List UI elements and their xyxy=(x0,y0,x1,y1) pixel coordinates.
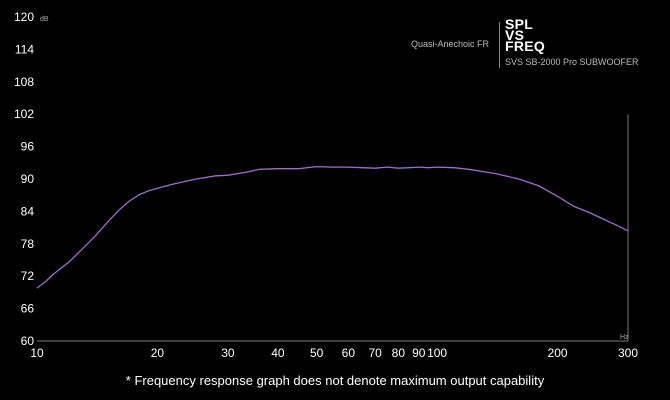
y-tick-label: 90 xyxy=(21,172,35,186)
y-tick-label: 114 xyxy=(15,42,34,56)
y-tick-label: 96 xyxy=(21,140,35,154)
y-axis-unit: dB xyxy=(40,16,49,23)
x-tick-label: 10 xyxy=(30,346,44,360)
y-tick-label: 78 xyxy=(21,237,35,251)
chart-subtitle: SVS SB-2000 Pro SUBWOOFER xyxy=(505,57,639,67)
title-divider xyxy=(499,22,500,68)
chart-title: SPL VS FREQ xyxy=(505,16,546,54)
y-tick-label: 84 xyxy=(21,204,35,218)
x-axis-ticks: 10 20 30 40 50 60 70 80 90 100 200 300 xyxy=(30,346,638,360)
frequency-response-line xyxy=(36,165,629,289)
x-tick-label: 50 xyxy=(310,346,324,360)
x-tick-label: 30 xyxy=(221,346,235,360)
x-tick-label: 60 xyxy=(342,346,356,360)
y-tick-label: 120 xyxy=(14,10,34,24)
x-axis-unit: Hz xyxy=(620,334,629,341)
title-line-vs: VS xyxy=(505,27,525,43)
y-tick-label: 102 xyxy=(14,107,34,121)
footnote: * Frequency response graph does not deno… xyxy=(125,373,545,388)
title-line-freq: FREQ xyxy=(505,38,546,54)
y-axis-ticks: 60 66 72 78 84 90 96 102 108 114 120 xyxy=(14,10,34,348)
title-line-spl: SPL xyxy=(505,16,534,32)
x-tick-label: 300 xyxy=(618,346,638,360)
measurement-annotation: Quasi-Anechoic FR xyxy=(411,39,490,49)
y-tick-label: 72 xyxy=(21,269,35,283)
x-tick-label: 90 xyxy=(412,346,426,360)
x-tick-label: 200 xyxy=(548,346,568,360)
y-tick-label: 60 xyxy=(21,334,35,348)
x-tick-label: 40 xyxy=(271,346,285,360)
y-tick-label: 108 xyxy=(14,75,34,89)
y-tick-label: 66 xyxy=(21,302,35,316)
x-tick-label: 20 xyxy=(151,346,165,360)
x-tick-label: 100 xyxy=(427,346,447,360)
x-tick-label: 80 xyxy=(392,346,406,360)
x-tick-label: 70 xyxy=(368,346,382,360)
